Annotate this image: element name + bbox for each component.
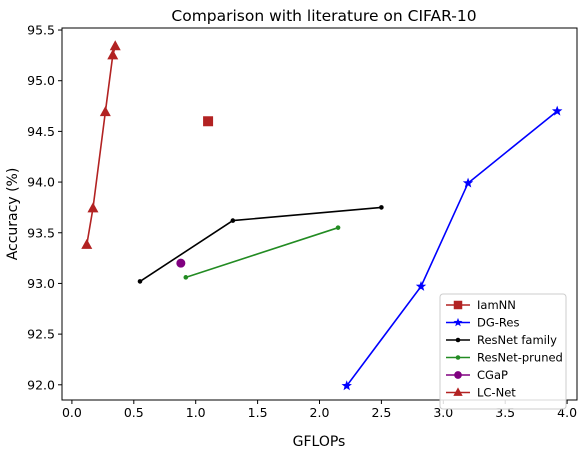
data-point-dg-res	[341, 380, 352, 391]
legend-marker-cgap	[454, 371, 462, 379]
data-point-dg-res	[462, 177, 474, 188]
y-tick-label: 94.0	[27, 175, 55, 190]
data-point-lc-net	[81, 238, 93, 249]
y-tick-label: 95.0	[27, 73, 55, 88]
series-dg-res	[341, 105, 563, 391]
x-tick-label: 1.0	[186, 405, 206, 420]
data-point-cgap	[176, 258, 186, 268]
legend-frame	[439, 293, 567, 410]
legend-label-resnet-family: ResNet family	[477, 333, 557, 347]
x-tick-label: 2.0	[310, 405, 330, 420]
data-point-resnet-family	[137, 279, 143, 284]
data-point-resnet-family	[230, 218, 236, 223]
legend-label-cgap: CGaP	[477, 368, 508, 382]
x-tick-label: 2.5	[371, 405, 391, 420]
data-point-lc-net	[109, 40, 121, 51]
legend-label-lc-net: LC-Net	[477, 386, 516, 400]
y-tick-label: 95.5	[27, 23, 55, 38]
y-tick-label: 92.0	[27, 377, 55, 392]
y-tick-label: 93.0	[27, 276, 55, 291]
data-point-resnet-family	[379, 205, 384, 210]
series-line-resnet-family	[139, 206, 382, 283]
series-lc-net	[81, 40, 121, 249]
data-point-lc-net	[87, 202, 99, 213]
data-point-resnet-pruned	[335, 225, 341, 230]
legend-marker-dg-res	[453, 317, 463, 327]
series-line-dg-res	[346, 110, 558, 387]
legend-marker-lc-net	[453, 387, 463, 396]
legend: IamNN DG-Res ResNet family ResNet-pruned CGa…	[439, 293, 567, 410]
data-point-iamnn	[203, 116, 214, 127]
data-point-lc-net	[107, 49, 119, 60]
x-tick-label: 0.0	[62, 405, 82, 420]
x-tick-label: 0.5	[124, 405, 144, 420]
series-line-resnet-pruned	[185, 226, 339, 279]
series-iamnn	[203, 116, 214, 127]
legend-marker-resnet-pruned	[455, 355, 461, 360]
legend-marker-resnet-family	[455, 337, 461, 343]
axis-ticks: 0.0 0.5 1.0 1.5 2.0 2.5 3.0 3.5 4.092.092.593.09…	[27, 23, 577, 420]
series-resnet-family	[137, 205, 384, 284]
y-tick-label: 93.5	[27, 225, 55, 240]
y-axis-label: Accuracy (%)	[5, 168, 21, 261]
series-resnet-pruned	[183, 225, 341, 280]
legend-marker-iamnn	[453, 300, 463, 310]
x-tick-label: 1.5	[248, 405, 268, 420]
plot-series	[81, 40, 563, 391]
chart-title: Comparison with literature on CIFAR-10	[171, 7, 476, 25]
series-cgap	[176, 258, 186, 268]
legend-label-iamnn: IamNN	[477, 298, 516, 312]
data-point-dg-res	[415, 280, 427, 291]
x-axis-label: GFLOPs	[293, 434, 346, 450]
data-point-dg-res	[551, 105, 563, 116]
legend-label-dg-res: DG-Res	[477, 316, 519, 330]
series-line-lc-net	[85, 46, 117, 246]
data-point-resnet-pruned	[183, 275, 189, 280]
y-tick-label: 94.5	[27, 124, 55, 139]
y-tick-label: 92.5	[27, 327, 55, 342]
data-point-lc-net	[99, 106, 111, 117]
legend-label-resnet-pruned: ResNet-pruned	[477, 351, 563, 365]
